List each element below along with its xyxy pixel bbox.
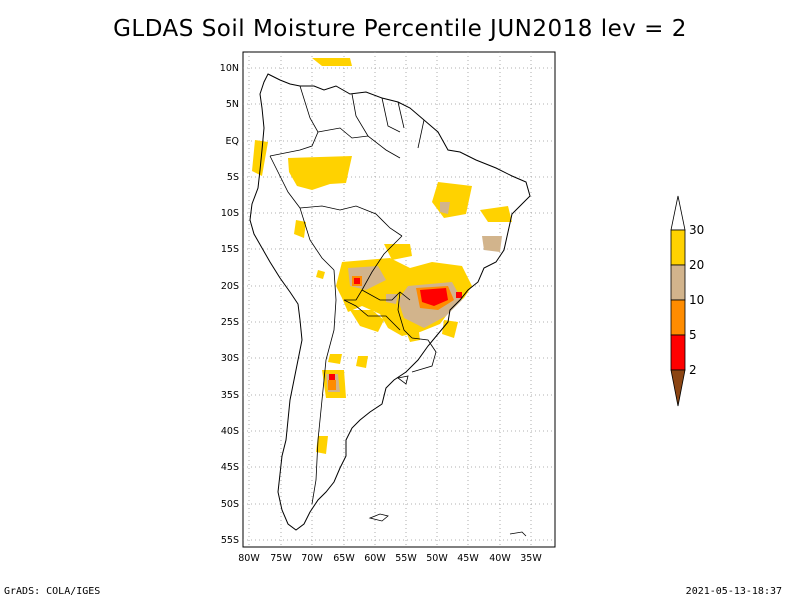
colorbar-segment-30 bbox=[670, 229, 686, 266]
lat-label: 10S bbox=[221, 208, 239, 219]
lat-label: 35S bbox=[221, 390, 239, 401]
lon-label: 35W bbox=[520, 553, 542, 564]
colorbar-label: 2 bbox=[689, 363, 697, 377]
lon-label: 50W bbox=[426, 553, 448, 564]
lat-label: 45S bbox=[221, 462, 239, 473]
lat-label: 40S bbox=[221, 426, 239, 437]
colorbar-label: 5 bbox=[689, 328, 697, 342]
lat-label: 50S bbox=[221, 499, 239, 510]
footer-credit: GrADS: COLA/IGES bbox=[4, 586, 101, 597]
longitude-labels: 80W 75W 70W 65W 60W 55W 50W 45W 40W 35W bbox=[238, 553, 542, 564]
lat-label: 25S bbox=[221, 317, 239, 328]
lon-label: 70W bbox=[301, 553, 323, 564]
lat-label: 30S bbox=[221, 353, 239, 364]
shaded-regions bbox=[252, 58, 512, 454]
colorbar-segment-5 bbox=[670, 334, 686, 371]
islands bbox=[368, 375, 527, 537]
lat-label: EQ bbox=[226, 136, 239, 147]
lat-label: 5N bbox=[226, 99, 239, 110]
lat-label: 15S bbox=[221, 244, 239, 255]
lat-label: 20S bbox=[221, 281, 239, 292]
lon-label: 45W bbox=[457, 553, 479, 564]
country-borders bbox=[269, 85, 437, 505]
colorbar-label: 20 bbox=[689, 258, 704, 272]
lat-label: 5S bbox=[227, 172, 239, 183]
colorbar-label: 30 bbox=[689, 223, 704, 237]
colorbar-bottom-arrow bbox=[670, 369, 686, 407]
lon-label: 55W bbox=[395, 553, 417, 564]
lon-label: 75W bbox=[270, 553, 292, 564]
footer-timestamp: 2021-05-13-18:37 bbox=[685, 586, 782, 597]
map-title: GLDAS Soil Moisture Percentile JUN2018 l… bbox=[113, 16, 687, 42]
colorbar-segment-10 bbox=[670, 299, 686, 336]
colorbar-segment-20 bbox=[670, 264, 686, 301]
colorbar-labels: 30 20 10 5 2 bbox=[689, 223, 704, 377]
lat-label: 10N bbox=[220, 63, 239, 74]
lon-label: 60W bbox=[364, 553, 386, 564]
lon-label: 65W bbox=[333, 553, 355, 564]
lat-label: 55S bbox=[221, 535, 239, 546]
lon-label: 40W bbox=[489, 553, 511, 564]
colorbar-label: 10 bbox=[689, 293, 704, 307]
latitude-labels: 10N 5N EQ 5S 10S 15S 20S 25S 30S 35S 40S… bbox=[220, 63, 239, 546]
colorbar bbox=[670, 195, 686, 407]
lon-label: 80W bbox=[238, 553, 260, 564]
colorbar-top-arrow bbox=[670, 195, 686, 231]
coastline bbox=[249, 73, 531, 531]
